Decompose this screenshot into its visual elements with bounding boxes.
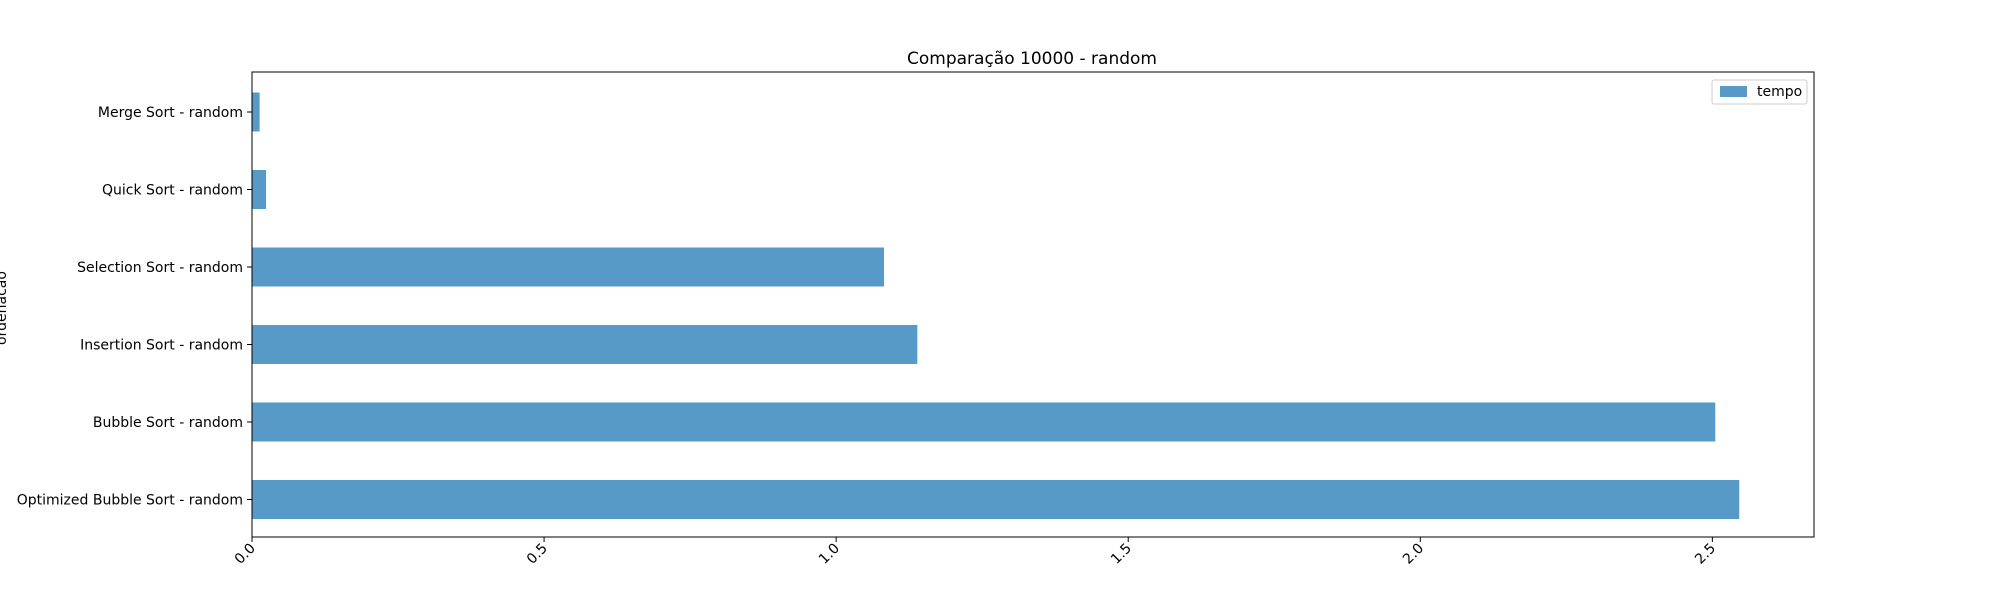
x-tick-label: 1.5 — [1108, 541, 1135, 568]
y-ticks: Merge Sort - random Quick Sort - random Se… — [17, 105, 252, 509]
bars-layer — [252, 92, 1740, 519]
legend-swatch — [1720, 86, 1747, 97]
y-tick-label: Selection Sort - random — [77, 260, 243, 276]
chart-title: Comparação 10000 - random — [907, 49, 1157, 69]
x-tick-label: 2.0 — [1400, 541, 1427, 568]
bar-insertion-sort-random — [252, 325, 918, 364]
x-tick-label: 0.0 — [232, 541, 259, 568]
y-tick-label: Merge Sort - random — [98, 105, 243, 121]
y-axis-label: ordenacao — [0, 271, 10, 345]
x-tick-label: 1.0 — [816, 541, 843, 568]
bar-optimized-bubble-sort-random — [252, 480, 1740, 519]
plot-area-frame — [251, 71, 1815, 538]
x-tick-label: 0.5 — [524, 541, 551, 568]
x-ticks: 0.0 0.5 1.0 1.5 2.0 2.5 — [232, 537, 1719, 568]
bar-selection-sort-random — [252, 247, 885, 287]
y-tick-label: Bubble Sort - random — [93, 415, 243, 431]
x-tick-label: 2.5 — [1692, 541, 1719, 568]
y-tick-label: Quick Sort - random — [102, 183, 243, 199]
legend-label-tempo: tempo — [1757, 84, 1802, 100]
y-tick-label: Insertion Sort - random — [80, 338, 243, 354]
legend: tempo — [1711, 79, 1808, 105]
bar-quick-sort-random — [252, 170, 267, 209]
y-tick-label: Optimized Bubble Sort - random — [17, 493, 243, 509]
bar-merge-sort-random — [252, 92, 260, 132]
bar-bubble-sort-random — [252, 402, 1716, 442]
